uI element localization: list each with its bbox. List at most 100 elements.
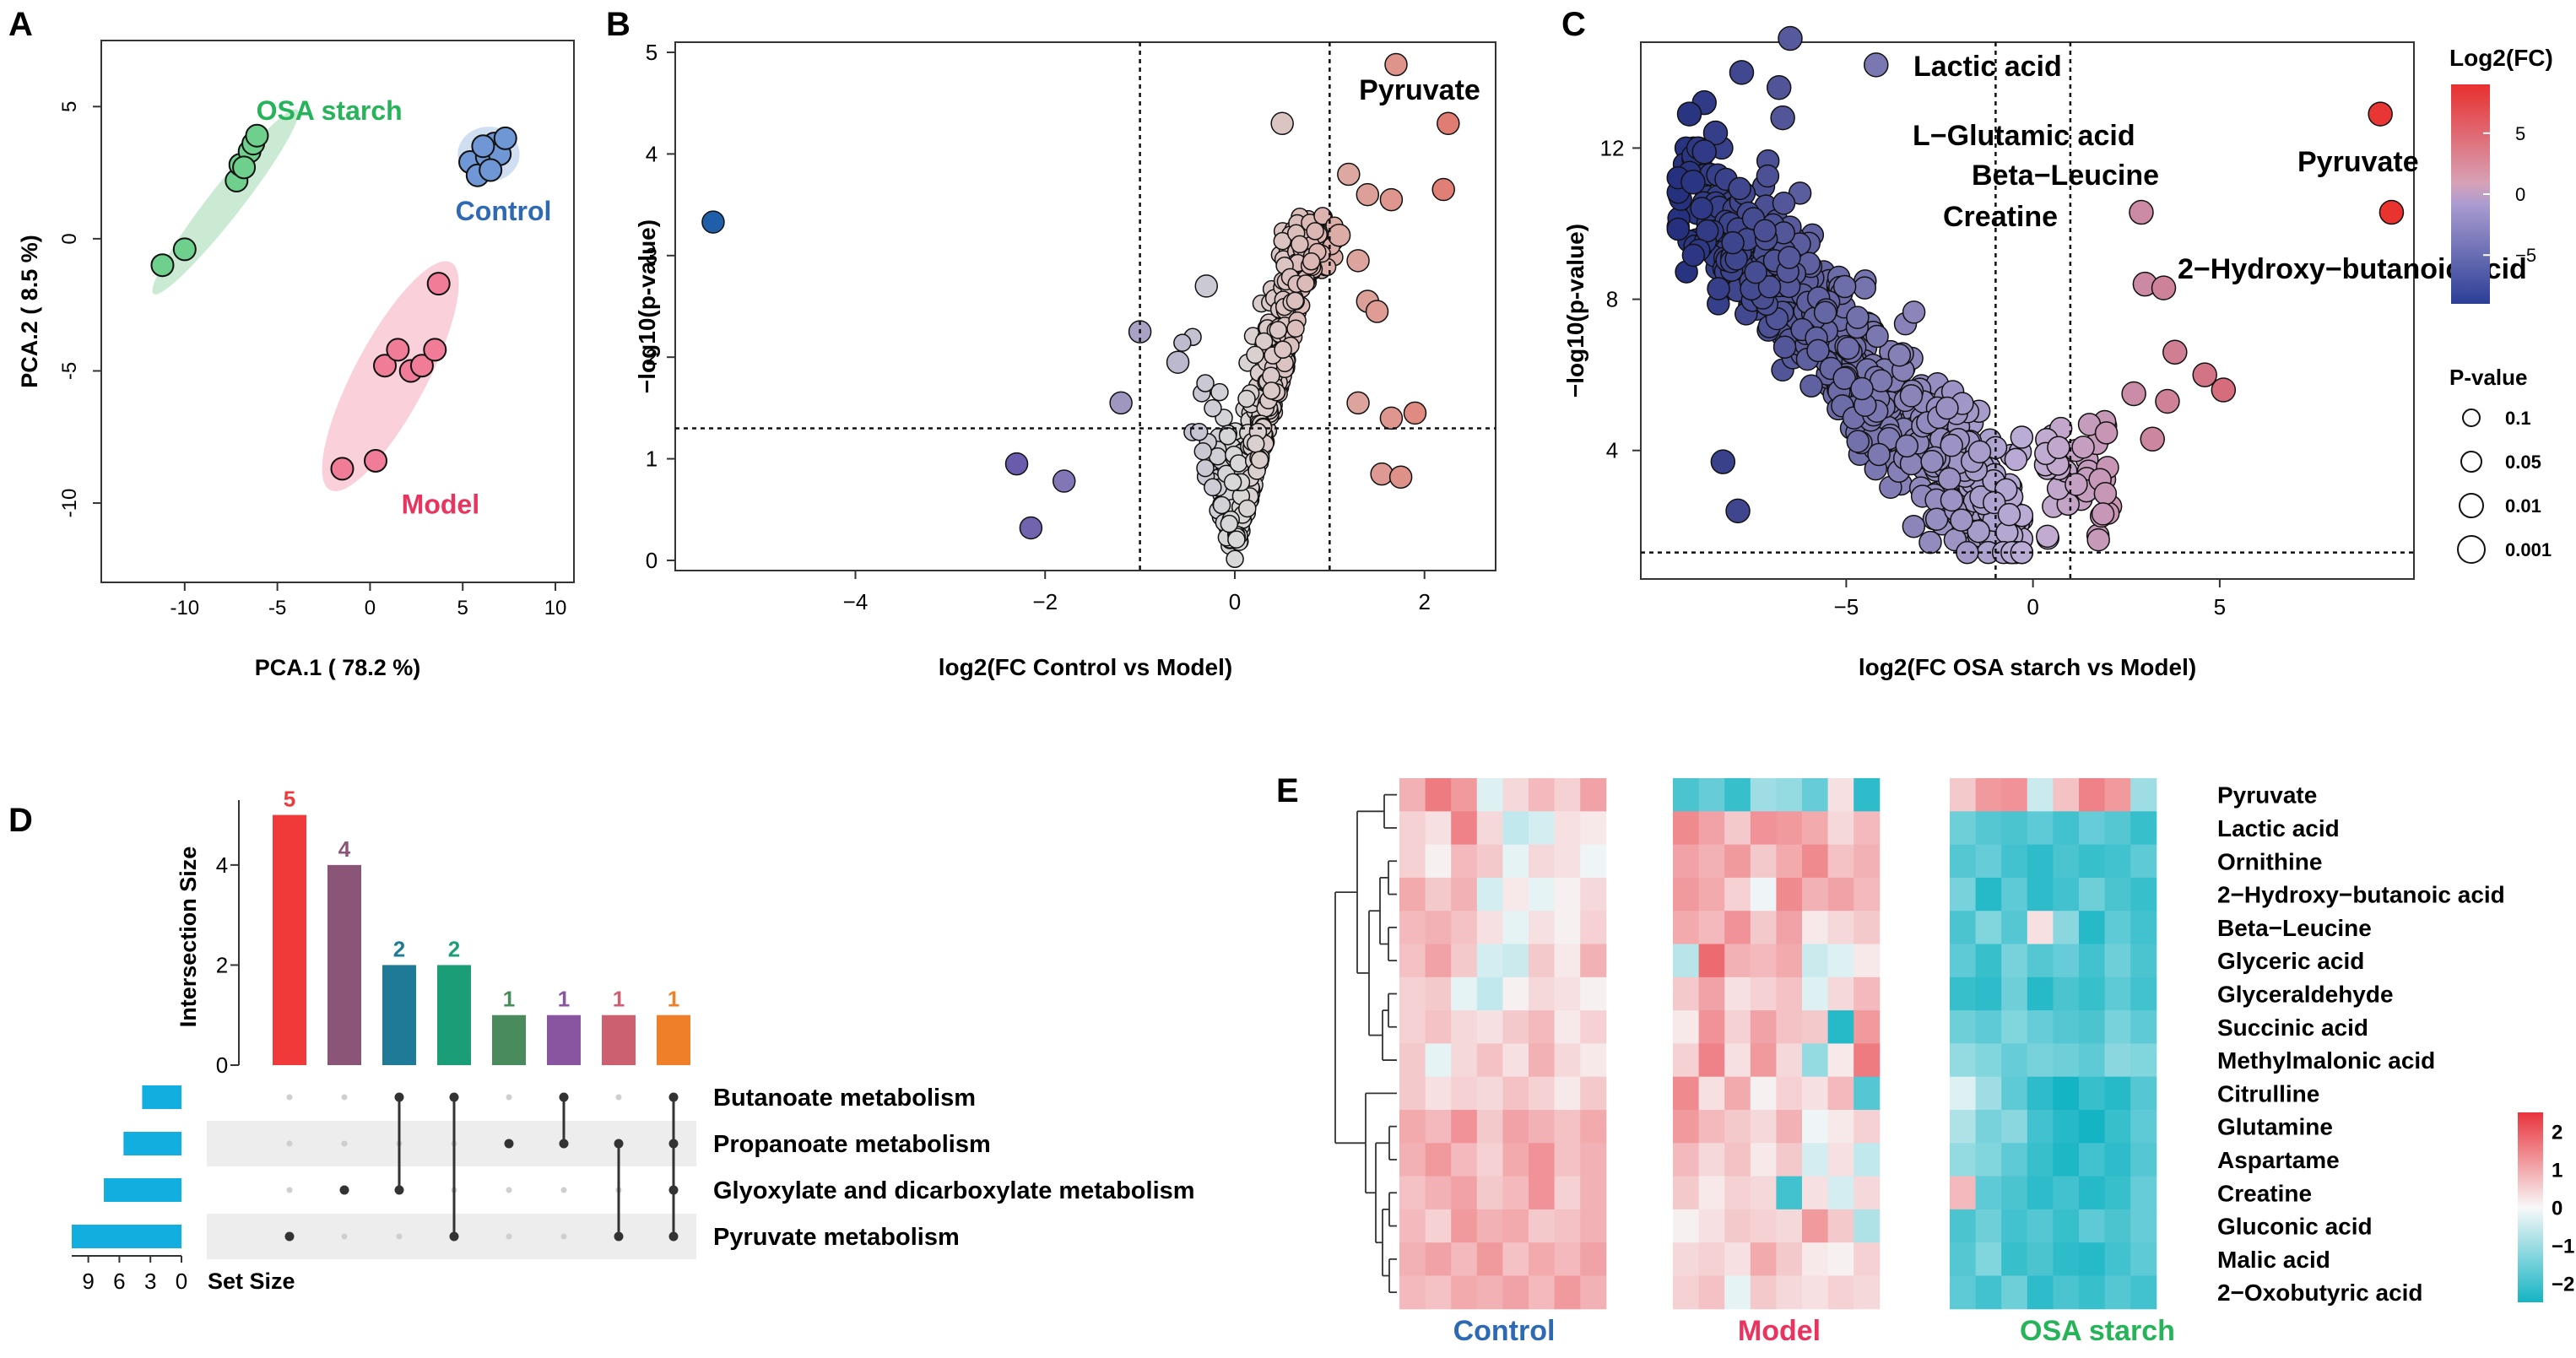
heatmap-row-label: Ornithine — [2217, 848, 2322, 874]
heatmap-cell — [2027, 844, 2054, 879]
volcano-point — [1940, 433, 1963, 457]
heatmap-cell — [1476, 1076, 1503, 1111]
heatmap-cell — [2130, 1010, 2157, 1044]
heatmap-cell — [2104, 877, 2131, 912]
heatmap-cell — [2027, 1275, 2054, 1310]
panel-label-b: B — [606, 6, 630, 43]
volcano-point-highlight — [1365, 300, 1389, 323]
volcano-point-highlight — [1864, 52, 1889, 78]
volcano-point — [1173, 333, 1192, 352]
heatmap-cell — [1854, 1242, 1881, 1276]
heatmap-cell — [1854, 977, 1881, 1011]
heatmap-cell — [1975, 944, 2002, 978]
set-size-bar — [72, 1225, 181, 1248]
size-legend-circle — [2462, 408, 2481, 427]
heatmap-cell — [1399, 1242, 1426, 1276]
heatmap-cell — [1451, 1275, 1478, 1310]
legend-color-title: Log2(FC) — [2449, 45, 2553, 71]
heatmap-cell — [1750, 977, 1777, 1011]
volcano-point — [1867, 442, 1891, 467]
heatmap-cell — [1502, 911, 1529, 944]
volcano-point — [1695, 219, 1719, 243]
annotation-label: Beta−Leucine — [1972, 160, 2159, 192]
heatmap-cell — [1673, 811, 1700, 846]
matrix-dot-empty — [286, 1094, 293, 1101]
heatmap-cell — [1399, 1043, 1426, 1078]
heatmap-cell — [2079, 1010, 2106, 1044]
intersection-bar — [382, 965, 416, 1065]
heatmap-cell — [1580, 1275, 1607, 1310]
heatmap-cell — [2104, 811, 2131, 846]
panel-label-e: E — [1276, 772, 1299, 809]
heatmap-cell — [1750, 844, 1777, 879]
heatmap-cell — [2104, 944, 2131, 978]
x-axis-label: log2(FC Control vs Model) — [939, 654, 1232, 680]
volcano-point — [1296, 274, 1315, 293]
heatmap-cell — [1776, 1209, 1803, 1243]
heatmap-cell — [2130, 1143, 2157, 1177]
panel-label-d: D — [8, 802, 33, 839]
volcano-point-highlight — [2368, 101, 2393, 127]
heatmap-cell — [1698, 844, 1725, 879]
heatmap-cell — [2027, 1076, 2054, 1111]
panel-c: C Lactic acid L−Glutamic acid Beta−Leucine C… — [1561, 6, 2553, 680]
heatmap-cell — [1529, 1176, 1556, 1210]
heatmap-cell — [1698, 877, 1725, 912]
heatmap-cell — [1776, 1043, 1803, 1078]
volcano-point — [1902, 514, 1926, 538]
heatmap-cell — [1554, 1043, 1581, 1078]
heatmap-cell — [2104, 1143, 2131, 1177]
heatmap-cell — [1975, 1010, 2002, 1044]
heatmap-cell — [1502, 1209, 1529, 1243]
heatmap-cell — [1502, 1242, 1529, 1276]
heatmap-cell — [1476, 811, 1503, 846]
heatmap-cell — [2027, 1110, 2054, 1144]
x-axis-label: log2(FC OSA starch vs Model) — [1859, 654, 2196, 680]
y-axis-label: Intersection Size — [176, 847, 201, 1028]
heatmap-cell — [1502, 844, 1529, 879]
heatmap-cell — [1854, 1110, 1881, 1144]
heatmap-cell — [1750, 944, 1777, 978]
volcano-point — [2091, 502, 2115, 526]
volcano-point — [1918, 530, 1942, 555]
heatmap-cell — [2001, 1010, 2028, 1044]
heatmap-cell — [1502, 1010, 1529, 1044]
y-tick-label: 0 — [216, 1052, 228, 1078]
heatmap-cell — [1425, 1143, 1452, 1177]
volcano-point — [1846, 306, 1870, 329]
heatmap-cell — [1750, 1209, 1777, 1243]
x-tick-label: −4 — [843, 589, 869, 614]
volcano-point — [1940, 488, 1964, 512]
heatmap-cell — [1399, 1176, 1426, 1210]
heatmap-cell — [1425, 1076, 1452, 1111]
heatmap-cell — [1399, 1209, 1426, 1243]
heatmap-cell — [1529, 877, 1556, 912]
heatmap-cell — [1724, 1242, 1751, 1276]
heatmap-cell — [1673, 1076, 1700, 1111]
volcano-point-highlight — [2121, 381, 2146, 407]
heatmap-cell — [2027, 811, 2054, 846]
volcano-point — [1210, 382, 1229, 402]
heatmap-cell — [2079, 911, 2106, 944]
heatmap-cell — [1854, 1076, 1881, 1111]
heatmap-cell — [1724, 1076, 1751, 1111]
heatmap-cell — [1854, 1176, 1881, 1210]
volcano-point — [1772, 335, 1797, 359]
heatmap-cell — [1827, 1242, 1854, 1276]
set-name: Glyoxylate and dicarboxylate metabolism — [713, 1177, 1195, 1204]
x-tick-label: 10 — [544, 597, 567, 619]
volcano-point — [2086, 528, 2110, 552]
heatmap-cell — [1776, 1143, 1803, 1177]
heatmap-cell — [1580, 1110, 1607, 1144]
heatmap-cell — [1975, 1176, 2002, 1210]
heatmap-cell — [1580, 1143, 1607, 1177]
heatmap-cell — [2027, 911, 2054, 944]
heatmap-cell — [1802, 1076, 1829, 1111]
heatmap-cell — [1502, 778, 1529, 812]
heatmap-cell — [1950, 977, 1977, 1011]
intersection-bar — [602, 1014, 636, 1065]
heatmap-cell — [1673, 944, 1700, 978]
heatmap-cell — [1554, 1242, 1581, 1276]
y-axis-label: −log10(p-value) — [634, 219, 660, 393]
heatmap-cell — [2130, 1242, 2157, 1276]
